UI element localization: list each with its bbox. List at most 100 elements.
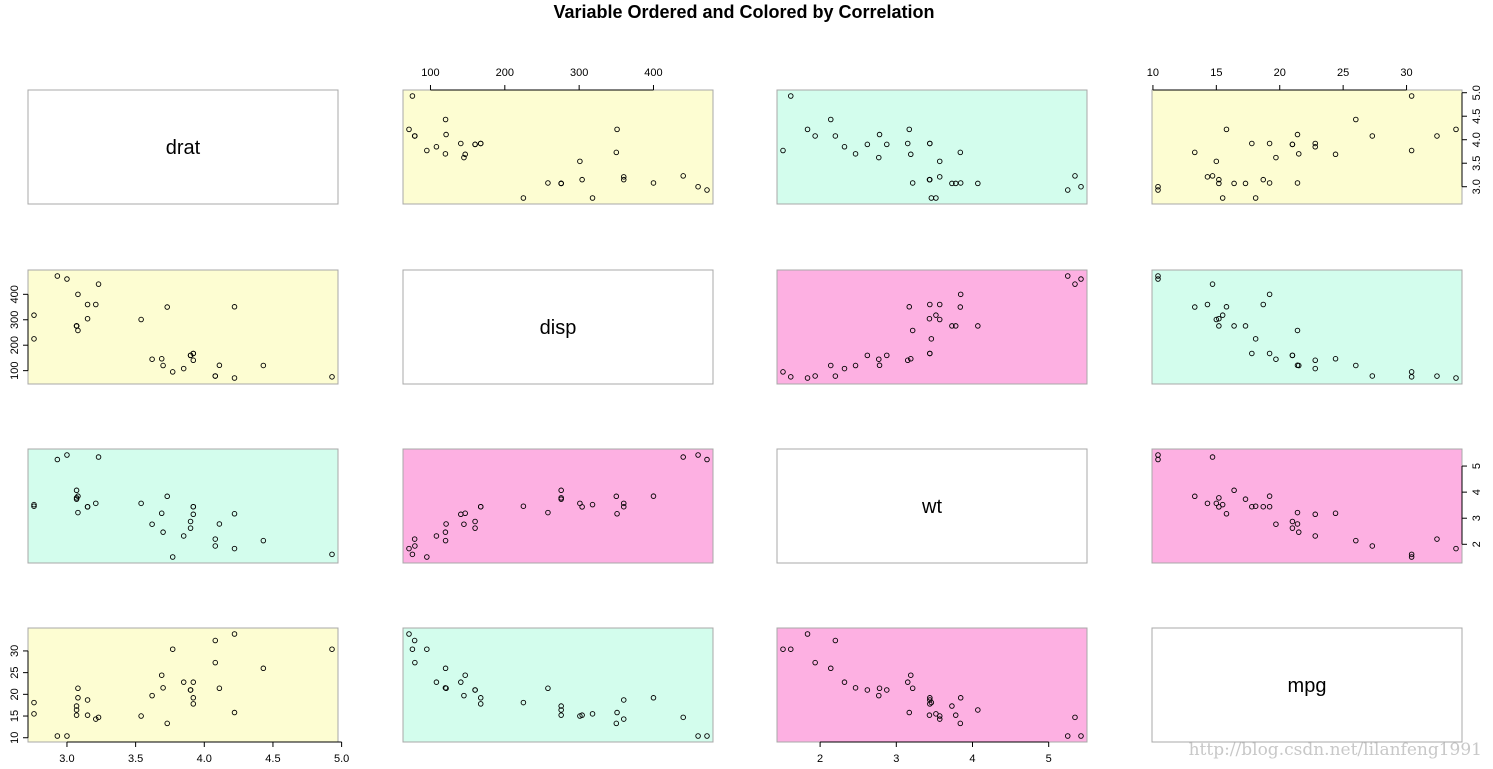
data-point — [1242, 323, 1249, 329]
data-point — [1312, 511, 1318, 518]
data-point — [832, 133, 839, 139]
data-point — [928, 336, 935, 342]
tick-label: 3 — [893, 753, 899, 765]
data-point — [31, 699, 37, 706]
data-point — [84, 697, 91, 703]
data-point — [589, 195, 596, 201]
data-point — [704, 733, 710, 739]
data-point — [1155, 452, 1161, 458]
data-point — [462, 151, 468, 158]
data-point — [461, 154, 467, 161]
data-point — [158, 356, 165, 362]
data-point — [928, 699, 935, 706]
data-point — [231, 709, 238, 716]
data-point — [1249, 140, 1255, 147]
data-point — [852, 685, 859, 691]
axis-top-disp: 100 200 300 400 — [421, 67, 663, 91]
data-point — [804, 375, 811, 381]
data-point — [424, 646, 430, 652]
axis-top-mpg: 10 15 20 25 30 — [1147, 67, 1413, 91]
data-point — [680, 173, 686, 179]
data-point — [443, 685, 449, 692]
tick-label: 400 — [644, 67, 662, 79]
data-point — [1078, 276, 1084, 282]
data-point — [876, 154, 882, 161]
data-point — [149, 692, 155, 699]
data-point — [804, 126, 811, 133]
data-point — [621, 500, 627, 507]
data-point — [520, 195, 527, 201]
tick-label: 100 — [421, 67, 439, 79]
data-point — [957, 304, 964, 310]
axis-bottom-wt: 2 3 4 5 — [817, 741, 1052, 765]
data-point — [906, 709, 913, 716]
data-point — [1252, 503, 1259, 509]
data-point — [1332, 356, 1339, 362]
data-point — [1252, 195, 1259, 201]
data-point — [190, 679, 197, 685]
data-point — [1294, 131, 1301, 138]
data-point — [54, 456, 61, 463]
data-point — [1216, 315, 1222, 322]
data-point — [138, 500, 144, 507]
tick-label: 25 — [1337, 67, 1349, 79]
tick-label: 3 — [1471, 515, 1483, 521]
data-point — [1192, 493, 1198, 500]
data-point — [1216, 176, 1222, 183]
data-point — [443, 521, 449, 527]
tick-label: 100 — [9, 361, 21, 379]
data-point — [613, 720, 620, 727]
data-point — [1266, 140, 1273, 147]
data-point — [169, 369, 176, 375]
data-point — [1312, 365, 1318, 372]
data-point — [93, 716, 99, 722]
data-point — [1223, 304, 1230, 310]
data-point — [1231, 323, 1237, 329]
data-point — [1289, 525, 1296, 531]
panel-mpg-vs-wt — [776, 627, 1088, 743]
data-point — [949, 323, 955, 329]
panel-mpg-vs-mpg: mpg — [1151, 627, 1463, 743]
data-point — [949, 180, 955, 187]
data-point — [1453, 375, 1459, 381]
panel-wt-vs-disp — [402, 448, 714, 564]
panel-background — [402, 269, 714, 385]
panel-background — [776, 627, 1088, 743]
data-point — [650, 180, 657, 186]
data-point — [1294, 327, 1301, 334]
data-point — [84, 315, 91, 322]
data-point — [472, 525, 478, 531]
data-point — [957, 291, 964, 298]
data-point — [1072, 714, 1078, 721]
panel-drat-vs-disp — [402, 89, 714, 205]
data-point — [190, 695, 197, 701]
tick-label: 200 — [496, 67, 514, 79]
data-point — [409, 646, 416, 652]
data-point — [164, 493, 170, 500]
data-point — [1231, 180, 1237, 187]
data-point — [1155, 273, 1161, 279]
data-point — [75, 509, 81, 516]
panel-background — [776, 89, 1088, 205]
data-point — [190, 701, 197, 707]
panels-group: drat disp wt mpg — [27, 89, 1463, 743]
data-point — [1072, 173, 1078, 179]
axis-right-drat: 3.0 3.5 4.0 4.5 5.0 — [1461, 85, 1483, 194]
tick-label: 15 — [1210, 67, 1222, 79]
data-point — [84, 712, 91, 718]
data-point — [216, 685, 223, 692]
tick-label: 400 — [9, 285, 21, 303]
data-point — [1408, 369, 1415, 375]
data-point — [908, 356, 914, 362]
data-point — [462, 672, 468, 678]
data-point — [1294, 521, 1301, 527]
data-point — [864, 352, 871, 359]
data-point — [1453, 126, 1459, 133]
tick-label: 4 — [969, 753, 975, 765]
data-point — [545, 685, 551, 692]
tick-label: 3.0 — [1471, 179, 1483, 194]
data-point — [927, 301, 933, 308]
data-point — [1209, 173, 1216, 179]
data-point — [520, 503, 527, 509]
data-point — [433, 679, 440, 685]
